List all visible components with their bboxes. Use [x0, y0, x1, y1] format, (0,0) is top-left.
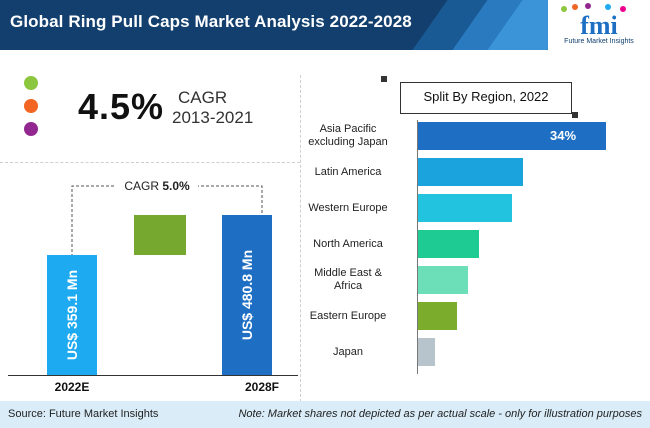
- region-bar: [418, 338, 435, 366]
- region-label: Eastern Europe: [283, 310, 413, 323]
- cagr-label: CAGR: [178, 88, 228, 107]
- region-label-line: North America: [313, 237, 383, 250]
- x-tick-2028: 2028F: [244, 380, 280, 394]
- source-note: Source: Future Market Insights: [8, 408, 159, 420]
- legend-dot-purple: [24, 122, 38, 136]
- region-label-line: Eastern Europe: [309, 309, 387, 322]
- region-label: Asia Pacific excluding Japan: [283, 123, 413, 149]
- region-label-line: Japan: [333, 345, 363, 358]
- split-box-corner: [381, 76, 387, 82]
- region-bar: [418, 158, 524, 186]
- chart-title: Split By Region, 2022: [400, 82, 572, 114]
- region-label-line: Middle East &: [314, 267, 382, 279]
- region-bar: [418, 230, 479, 258]
- logo-text: fmi: [580, 11, 618, 40]
- growth-cagr-value: 5.0%: [162, 179, 190, 193]
- bar-2028-value-label: US$ 480.8 Mn: [239, 249, 255, 341]
- region-label: Middle East & Africa: [283, 267, 413, 293]
- region-label-line: Western Europe: [308, 201, 388, 214]
- region-bar: [418, 266, 468, 294]
- region-label-line: Latin America: [314, 165, 382, 178]
- footer: Source: Future Market Insights Note: Mar…: [0, 401, 650, 428]
- bar-2028: [222, 215, 272, 375]
- page-title: Global Ring Pull Caps Market Analysis 20…: [10, 12, 412, 31]
- growth-cagr-label: CAGR: [124, 179, 159, 193]
- scale-note: Note: Market shares not depicted as per …: [238, 408, 642, 420]
- cagr-value: 4.5%: [78, 86, 165, 127]
- fmi-logo-icon: fmi: [561, 3, 626, 40]
- header-banner: Global Ring Pull Caps Market Analysis 20…: [0, 0, 650, 50]
- bar-2022-value-label: US$ 359.1 Mn: [63, 270, 80, 361]
- divider-horizontal: [0, 162, 300, 163]
- region-label-line: excluding Japan: [308, 136, 388, 148]
- region-bar: [418, 122, 606, 150]
- legend-dot-green: [24, 76, 38, 90]
- region-value-label: 34%: [550, 128, 577, 143]
- region-bar: [418, 194, 512, 222]
- brand-logo: fmi Future Market Insights: [548, 0, 650, 50]
- x-axis-line: [8, 375, 298, 376]
- growth-cagr-badge: CAGR 5.0%: [116, 177, 198, 195]
- region-label: North America: [283, 238, 413, 251]
- y-axis-line: [417, 120, 418, 374]
- legend-dot-orange: [24, 99, 38, 113]
- divider-vertical: [300, 75, 301, 402]
- region-label-line: Asia Pacific: [319, 123, 377, 135]
- region-label: Latin America: [283, 166, 413, 179]
- bar-increment: [134, 215, 186, 256]
- region-bar: [418, 302, 457, 330]
- x-tick-2022: 2022E: [54, 380, 90, 394]
- split-box-corner: [572, 112, 578, 118]
- region-label: Western Europe: [283, 202, 413, 215]
- logo-subtitle: Future Market Insights: [564, 38, 634, 45]
- bar-2022: [47, 255, 97, 375]
- region-label-line: Africa: [333, 280, 363, 292]
- cagr-period: 2013-2021: [172, 108, 254, 127]
- region-label: Japan: [283, 346, 413, 359]
